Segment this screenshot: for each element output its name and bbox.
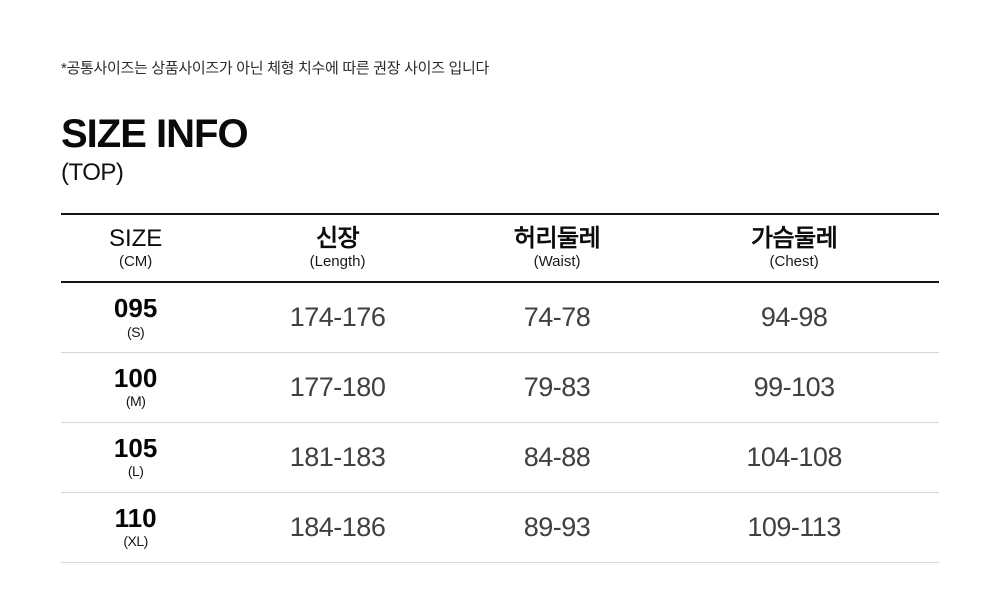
size-number: 100 [113,363,158,394]
chest-value: 104-108 [649,422,939,493]
column-header-size: SIZE (CM) [61,213,211,284]
size-grade: (S) [127,323,145,340]
table-row-105: 105 (L) 181-183 84-88 104-108 [61,422,939,493]
chest-value: 109-113 [649,492,939,563]
length-value: 177-180 [210,352,465,423]
size-number: 110 [114,503,157,534]
column-sublabel: (Length) [309,253,366,271]
size-note: *공통사이즈는 상품사이즈가 아닌 체형 치수에 따른 권장 사이즈 입니다 [61,60,489,77]
waist-value: 74-78 [464,282,650,353]
column-header-length: 신장 (Length) [210,213,465,284]
waist-value: 79-83 [464,352,650,423]
size-table: SIZE (CM) 신장 (Length) 허리둘레 (Waist) 가슴둘레 … [61,213,939,563]
size-cell: 105 (L) [61,422,211,493]
length-value: 184-186 [210,492,465,563]
page-subtitle: (TOP) [61,158,124,186]
size-grade: (M) [125,393,146,410]
length-value: 181-183 [210,422,465,493]
column-header-chest: 가슴둘레 (Chest) [649,213,939,284]
column-sublabel: (CM) [118,253,153,271]
page-title: SIZE INFO [61,111,249,156]
length-value: 174-176 [210,282,465,353]
size-grade: (L) [127,463,144,480]
size-info-section: *공통사이즈는 상품사이즈가 아닌 체형 치수에 따른 권장 사이즈 입니다 S… [61,0,939,563]
table-header-row: SIZE (CM) 신장 (Length) 허리둘레 (Waist) 가슴둘레 … [61,213,939,284]
size-cell: 110 (XL) [61,492,211,563]
chest-value: 99-103 [649,352,939,423]
chest-value: 94-98 [649,282,939,353]
column-label: 신장 [315,225,360,253]
column-label: 가슴둘레 [750,225,838,253]
size-number: 105 [113,433,158,464]
table-row-110: 110 (XL) 184-186 89-93 109-113 [61,492,939,563]
column-sublabel: (Chest) [769,253,819,271]
column-header-waist: 허리둘레 (Waist) [464,213,650,284]
column-sublabel: (Waist) [533,253,581,271]
size-number: 095 [113,293,158,324]
size-grade: (XL) [123,533,148,550]
column-label: 허리둘레 [513,225,601,253]
size-cell: 095 (S) [61,282,211,353]
waist-value: 89-93 [464,492,650,563]
size-cell: 100 (M) [61,352,211,423]
table-row-095: 095 (S) 174-176 74-78 94-98 [61,282,939,353]
column-label: SIZE [108,225,163,253]
waist-value: 84-88 [464,422,650,493]
table-row-100: 100 (M) 177-180 79-83 99-103 [61,352,939,423]
